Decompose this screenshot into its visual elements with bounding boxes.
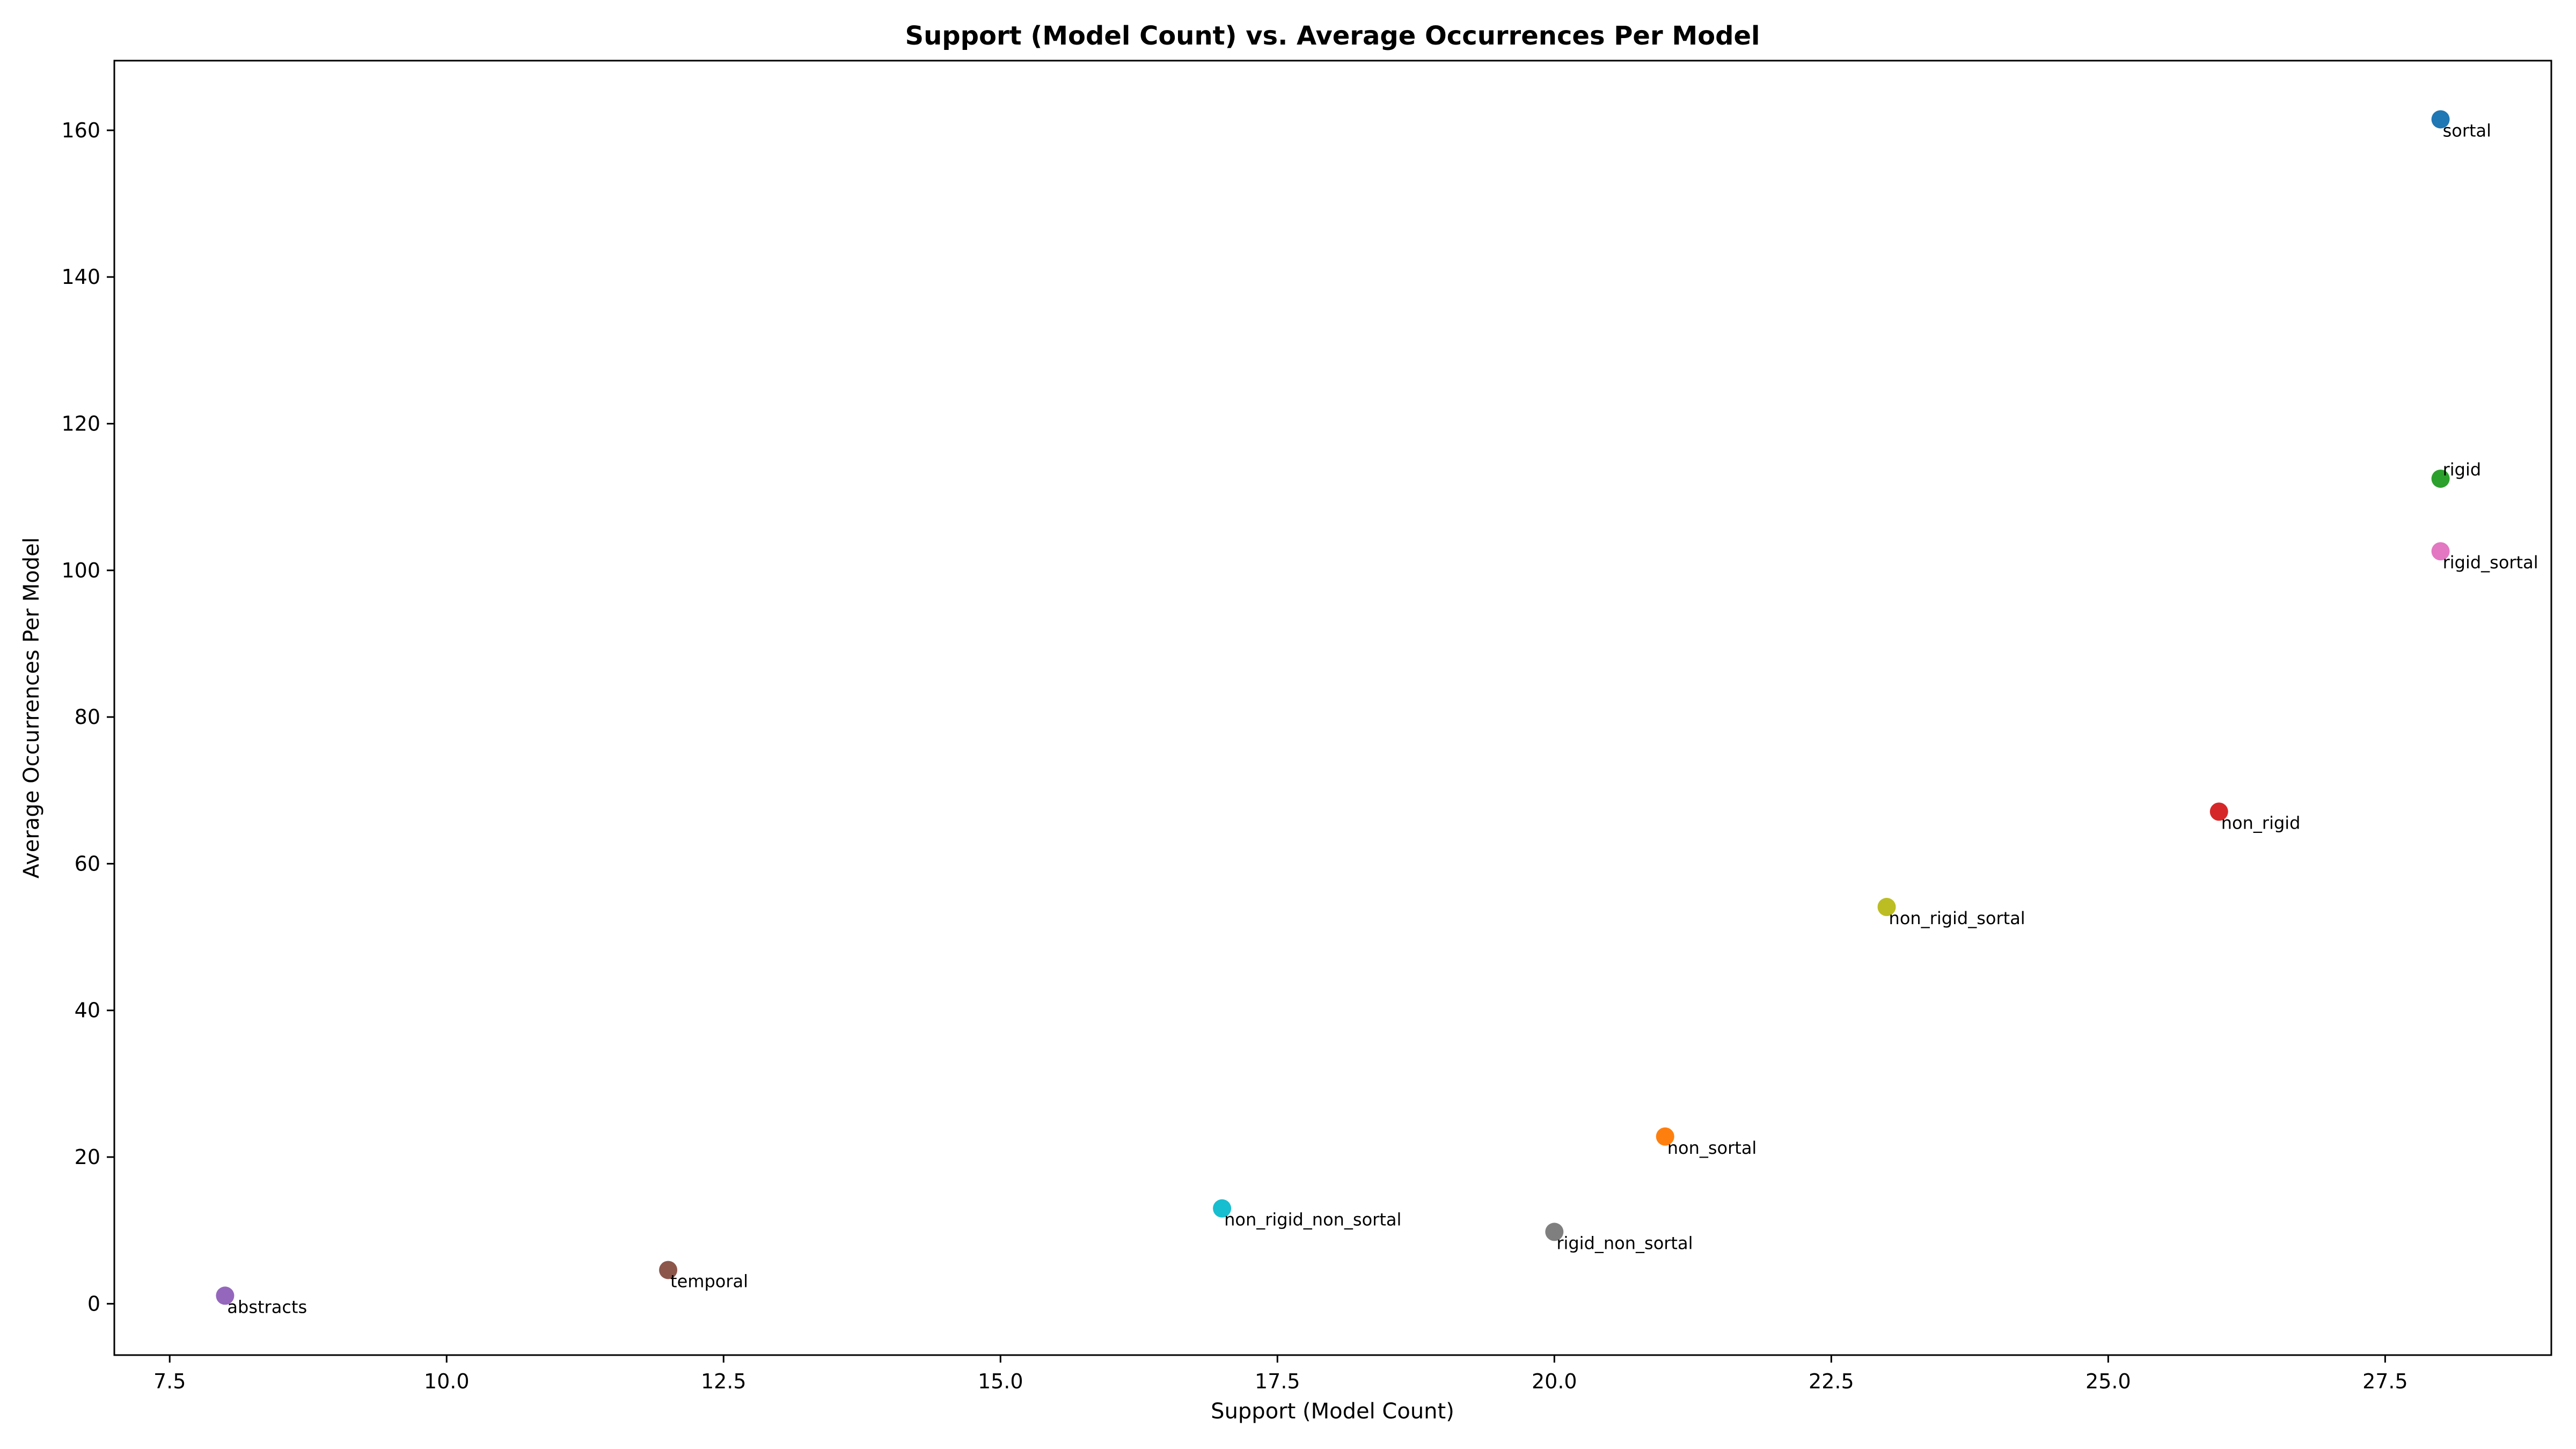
y-tick-label: 20 [75,1145,100,1169]
scatter-point [1656,1127,1674,1146]
point-label: rigid [2443,459,2482,480]
data-points: sortal non_sortal rigid non_rigid abstracts t… [216,110,2538,1317]
point-label: non_sortal [1667,1138,1757,1158]
y-tick-label: 120 [61,412,100,435]
scatter-point [2431,110,2450,129]
y-tick-label: 60 [75,852,100,875]
y-tick-label: 160 [61,119,100,142]
x-tick-label: 15.0 [978,1370,1023,1393]
point-label: rigid_sortal [2443,552,2538,573]
scatter-point [659,1261,678,1279]
point-label: sortal [2443,120,2491,141]
scatter-point [2431,542,2450,561]
scatter-point [2431,469,2450,488]
y-tick-label: 80 [75,705,100,729]
x-tick-label: 25.0 [2085,1370,2131,1393]
y-tick-label: 0 [87,1292,100,1315]
x-tick-label: 27.5 [2362,1370,2408,1393]
scatter-point [216,1286,235,1305]
y-tick-label: 100 [61,559,100,582]
point-label: non_rigid [2221,813,2301,833]
y-tick-label: 40 [75,999,100,1022]
x-tick-label: 17.5 [1255,1370,1300,1393]
point-label: non_rigid_sortal [1889,908,2025,928]
y-axis: 0 20 40 60 80 100 120 140 160 [61,119,114,1315]
scatter-point [1877,898,1896,917]
x-axis: 7.5 10.0 12.5 15.0 17.5 20.0 22.5 25.0 27.5 [153,1355,2408,1393]
scatter-point [1213,1199,1232,1218]
x-tick-label: 12.5 [701,1370,747,1393]
point-label: non_rigid_non_sortal [1224,1210,1401,1230]
point-label: abstracts [227,1297,307,1317]
x-tick-label: 20.0 [1532,1370,1577,1393]
x-tick-label: 10.0 [424,1370,470,1393]
x-tick-label: 22.5 [1809,1370,1854,1393]
y-tick-label: 140 [61,265,100,289]
chart-title: Support (Model Count) vs. Average Occurr… [905,21,1760,51]
point-label: rigid_non_sortal [1556,1233,1693,1253]
point-label: temporal [670,1271,748,1291]
x-axis-label: Support (Model Count) [1211,1399,1454,1424]
plot-area-frame [113,60,2552,1356]
y-axis-label: Average Occurrences Per Model [19,537,44,879]
scatter-point [1545,1223,1564,1241]
scatter-point [2209,802,2228,821]
x-tick-label: 7.5 [153,1370,186,1393]
